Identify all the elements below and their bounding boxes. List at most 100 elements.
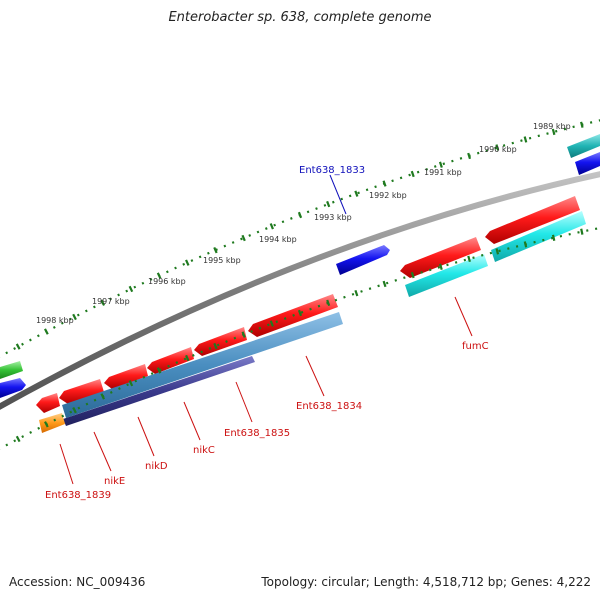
inner-major-tick (354, 289, 359, 297)
outer-major-tick (128, 285, 134, 293)
outer-major-tick (580, 121, 584, 128)
leader-nikd (137, 416, 155, 457)
gene-label-ent638-1833[interactable]: Ent638_1833 (299, 165, 365, 176)
map-title: Enterobacter sp. 638, complete genome (168, 10, 432, 25)
outer-major-tick (382, 180, 387, 187)
gene-label-nike[interactable]: nikE (104, 476, 125, 487)
gene-label-ent638-1835[interactable]: Ent638_1835 (224, 428, 290, 439)
outer-major-tick (551, 128, 556, 136)
minus-cds-left[interactable] (0, 378, 26, 398)
inner-major-tick (15, 435, 21, 443)
tick-label: 1995 kbp (203, 256, 241, 265)
inner-major-tick (551, 234, 556, 241)
inner-major-tick (213, 342, 218, 350)
outer-major-tick (43, 328, 49, 335)
steel-feature-band[interactable] (62, 312, 343, 418)
inner-major-tick (382, 280, 387, 288)
leader-nikc (183, 401, 201, 441)
label-leaders (59, 174, 473, 485)
green-feature-left[interactable] (0, 361, 23, 379)
tick-label: 1997 kbp (92, 297, 130, 306)
gene-label-nikd[interactable]: nikD (145, 461, 168, 472)
forward-strand-features (0, 134, 600, 398)
tick-label: 1993 kbp (314, 213, 352, 222)
outer-major-tick (100, 299, 106, 306)
outer-major-tick (410, 170, 415, 178)
outer-major-tick (438, 161, 443, 168)
topology-text: Topology: circular; Length: 4,518,712 bp… (261, 575, 591, 589)
teal-feature-upper-right[interactable] (567, 134, 600, 158)
outer-major-tick (15, 343, 21, 350)
cds-nike[interactable] (59, 379, 104, 404)
outer-major-tick (269, 223, 274, 230)
inner-major-tick (523, 241, 528, 248)
leader-ent638-1839 (59, 443, 74, 485)
tick-label: 1994 kbp (259, 235, 297, 244)
inner-major-tick (156, 367, 162, 374)
inner-major-tick (495, 248, 500, 255)
cds-ent638-1835[interactable] (194, 327, 247, 356)
reverse-strand-features (36, 196, 586, 433)
outer-major-tick (213, 246, 218, 254)
cds-ent638-1839[interactable] (36, 393, 60, 413)
outer-major-tick (495, 144, 500, 151)
tick-label: 1990 kbp (479, 145, 517, 154)
tick-label: 1998 kbp (36, 316, 74, 325)
inner-major-tick (326, 299, 331, 307)
cds-right[interactable] (485, 196, 580, 244)
cds-nikd[interactable] (104, 364, 148, 389)
leader-ent638-1835 (235, 381, 253, 423)
gene-label-ent638-1834[interactable]: Ent638_1834 (296, 401, 362, 412)
gene-label-fumc[interactable]: fumC (462, 341, 489, 352)
outer-major-tick (297, 211, 303, 219)
outer-major-tick (523, 136, 528, 143)
inner-major-tick (439, 263, 443, 270)
tick-label: 1991 kbp (424, 168, 462, 177)
orange-feature[interactable] (39, 413, 65, 433)
cyan-feature-fumc[interactable] (405, 254, 488, 297)
cds-nikc[interactable] (147, 347, 194, 374)
outer-major-tick (354, 190, 359, 197)
inner-tick-track (0, 226, 600, 450)
outer-major-tick (467, 152, 472, 160)
inner-major-tick (72, 407, 77, 414)
minus-cds-upper-right[interactable] (575, 152, 600, 175)
outer-major-tick (72, 313, 77, 321)
inner-major-tick (297, 309, 303, 317)
outer-major-tick (185, 259, 190, 266)
inner-major-tick (44, 421, 49, 428)
inner-major-tick (410, 271, 415, 279)
leader-ent638-1833 (329, 174, 347, 215)
gene-label-ent638-1839[interactable]: Ent638_1839 (45, 490, 111, 501)
cyan-feature-right[interactable] (491, 211, 586, 262)
inner-major-tick (467, 255, 471, 263)
navy-feature-band[interactable] (63, 356, 255, 426)
cds-fumc[interactable] (400, 237, 481, 278)
tick-label: 1989 kbp (533, 122, 571, 131)
scale-labels: 1989 kbp 1990 kbp 1991 kbp 1992 kbp 1993… (36, 122, 571, 325)
outer-major-tick (156, 272, 162, 279)
leader-nike (93, 431, 112, 472)
inner-major-tick (241, 331, 246, 338)
backbone-arc (0, 171, 600, 410)
gene-label-nikc[interactable]: nikC (193, 445, 215, 456)
inner-major-tick (128, 380, 134, 387)
gene-labels: Ent638_1833 fumC Ent638_1834 Ent638_1835… (45, 165, 489, 501)
tick-label: 1992 kbp (369, 191, 407, 200)
outer-tick-track (0, 119, 600, 358)
genome-backbone (0, 171, 600, 410)
inner-major-tick (580, 228, 584, 235)
inner-tick-dots (0, 226, 600, 450)
outer-major-tick (241, 234, 246, 242)
leader-ent638-1834 (305, 355, 325, 397)
outer-major-tick (326, 200, 331, 208)
minus-cds-ent638-1833[interactable] (336, 245, 390, 275)
tick-label: 1996 kbp (148, 277, 186, 286)
accession-text: Accession: NC_009436 (9, 575, 146, 589)
inner-major-tick (269, 320, 274, 327)
leader-fumc (454, 296, 473, 337)
inner-major-tick (100, 393, 106, 400)
inner-major-tick (185, 354, 190, 362)
